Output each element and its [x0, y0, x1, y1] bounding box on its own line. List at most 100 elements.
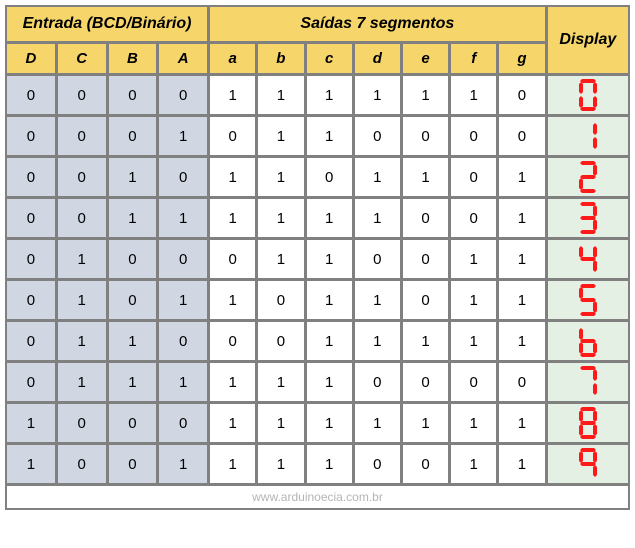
output-cell: 0: [354, 116, 401, 156]
output-cell: 1: [257, 116, 304, 156]
input-cell: 1: [6, 444, 56, 484]
table-row: 10001111111: [6, 403, 629, 443]
input-cell: 0: [6, 75, 56, 115]
output-cell: 1: [209, 403, 256, 443]
input-cell: 0: [108, 239, 158, 279]
output-cell: 1: [354, 157, 401, 197]
output-cell: 1: [257, 403, 304, 443]
table-row: 10011110011: [6, 444, 629, 484]
input-cell: 0: [57, 116, 107, 156]
display-cell: [547, 403, 629, 443]
display-cell: [547, 198, 629, 238]
header-row-2: DCBAabcdefg: [6, 43, 629, 74]
output-cell: 1: [257, 239, 304, 279]
input-cell: 1: [57, 239, 107, 279]
header-output-a: a: [209, 43, 256, 74]
output-cell: 1: [450, 403, 497, 443]
input-cell: 0: [108, 403, 158, 443]
output-cell: 0: [450, 198, 497, 238]
header-input-C: C: [57, 43, 107, 74]
input-cell: 0: [6, 280, 56, 320]
table-body: 0000111111000010110000001011011010011111…: [6, 75, 629, 484]
output-cell: 1: [306, 75, 353, 115]
seven-seg-icon: [576, 201, 600, 235]
seven-seg-icon: [576, 324, 600, 358]
output-cell: 1: [450, 280, 497, 320]
input-cell: 0: [6, 157, 56, 197]
output-cell: 0: [354, 362, 401, 402]
header-input-B: B: [108, 43, 158, 74]
input-cell: 0: [57, 157, 107, 197]
output-cell: 1: [498, 280, 545, 320]
display-cell: [547, 280, 629, 320]
input-cell: 1: [57, 321, 107, 361]
output-cell: 1: [402, 321, 449, 361]
output-cell: 1: [306, 239, 353, 279]
input-cell: 0: [158, 239, 208, 279]
header-output-f: f: [450, 43, 497, 74]
output-cell: 1: [257, 198, 304, 238]
output-cell: 0: [402, 362, 449, 402]
input-cell: 1: [158, 362, 208, 402]
output-cell: 1: [306, 116, 353, 156]
header-entrada: Entrada (BCD/Binário): [6, 6, 208, 42]
output-cell: 1: [306, 444, 353, 484]
output-cell: 1: [498, 321, 545, 361]
output-cell: 0: [402, 444, 449, 484]
input-cell: 0: [6, 362, 56, 402]
output-cell: 0: [450, 157, 497, 197]
table-row: 01011011011: [6, 280, 629, 320]
display-cell: [547, 116, 629, 156]
input-cell: 1: [158, 280, 208, 320]
input-cell: 1: [108, 157, 158, 197]
output-cell: 1: [354, 403, 401, 443]
output-cell: 1: [209, 362, 256, 402]
output-cell: 1: [450, 321, 497, 361]
footer-row: www.arduinoecia.com.br: [6, 485, 629, 509]
output-cell: 1: [209, 280, 256, 320]
input-cell: 0: [108, 280, 158, 320]
output-cell: 1: [402, 157, 449, 197]
input-cell: 0: [6, 321, 56, 361]
input-cell: 0: [108, 116, 158, 156]
output-cell: 1: [354, 280, 401, 320]
output-cell: 0: [402, 198, 449, 238]
input-cell: 1: [6, 403, 56, 443]
input-cell: 1: [158, 444, 208, 484]
output-cell: 0: [209, 321, 256, 361]
output-cell: 1: [498, 444, 545, 484]
input-cell: 1: [108, 198, 158, 238]
header-output-e: e: [402, 43, 449, 74]
input-cell: 1: [158, 116, 208, 156]
seven-seg-icon: [576, 242, 600, 276]
input-cell: 1: [108, 321, 158, 361]
seven-seg-icon: [576, 406, 600, 440]
input-cell: 0: [108, 75, 158, 115]
display-cell: [547, 321, 629, 361]
table-row: 01000110011: [6, 239, 629, 279]
input-cell: 0: [57, 75, 107, 115]
input-cell: 1: [158, 198, 208, 238]
input-cell: 0: [158, 321, 208, 361]
seven-seg-icon: [576, 119, 600, 153]
seven-seg-icon: [576, 447, 600, 481]
output-cell: 1: [209, 198, 256, 238]
output-cell: 0: [209, 239, 256, 279]
table-row: 01111110000: [6, 362, 629, 402]
input-cell: 0: [57, 403, 107, 443]
header-output-g: g: [498, 43, 545, 74]
output-cell: 1: [257, 75, 304, 115]
input-cell: 0: [57, 198, 107, 238]
output-cell: 0: [354, 239, 401, 279]
output-cell: 1: [306, 280, 353, 320]
output-cell: 0: [498, 75, 545, 115]
output-cell: 0: [257, 321, 304, 361]
output-cell: 1: [306, 198, 353, 238]
table-row: 00001111110: [6, 75, 629, 115]
display-cell: [547, 239, 629, 279]
footer-text: www.arduinoecia.com.br: [6, 485, 629, 509]
display-cell: [547, 157, 629, 197]
table-row: 01100011111: [6, 321, 629, 361]
display-cell: [547, 75, 629, 115]
input-cell: 0: [57, 444, 107, 484]
